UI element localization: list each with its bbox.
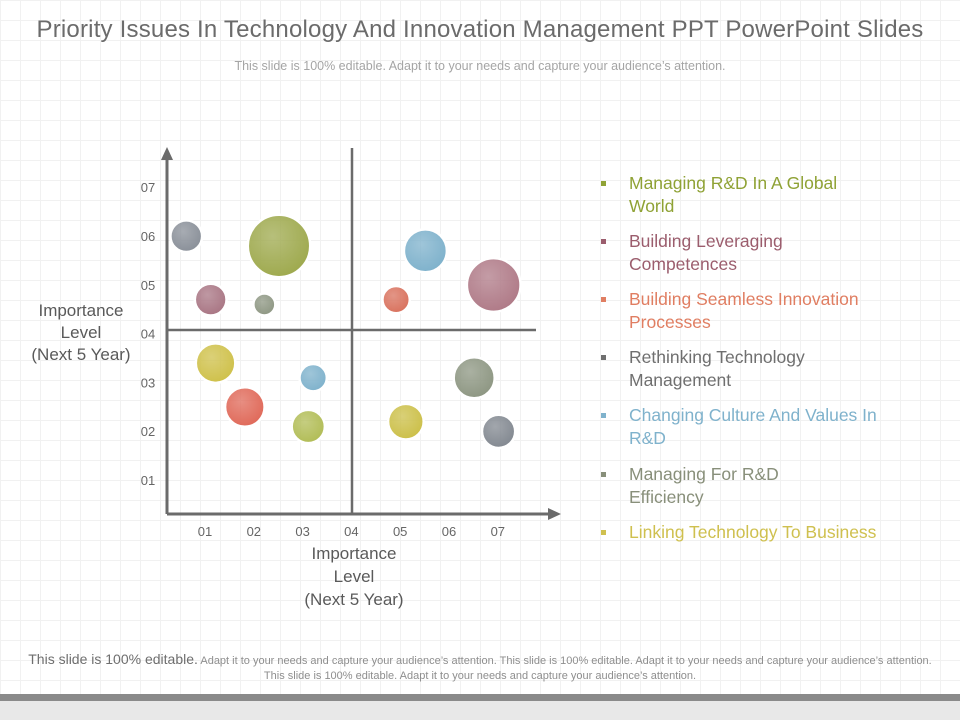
footer-text: Adapt it to your needs and capture your … <box>200 655 932 682</box>
slide-subtitle: This slide is 100% editable. Adapt it to… <box>234 59 726 73</box>
legend-bullet-icon <box>601 239 606 244</box>
legend-item: Changing Culture And Values In R&D <box>598 404 918 450</box>
x-tick-label: 06 <box>442 524 456 539</box>
legend-label-line: Processes <box>629 312 711 332</box>
legend-label-line: Rethinking Technology <box>629 347 805 367</box>
legend-label-line: Linking Technology To Business <box>629 522 877 542</box>
x-tick-label: 03 <box>295 524 309 539</box>
legend-label-line: R&D <box>629 428 666 448</box>
x-tick-label: 04 <box>344 524 358 539</box>
legend-bullet-icon <box>601 355 606 360</box>
footer-note: This slide is 100% editable. Adapt it to… <box>28 652 932 684</box>
bubble-point <box>381 284 412 315</box>
bubble-point <box>465 256 522 314</box>
legend-item: Building Leveraging Competences <box>598 230 918 276</box>
legend-label-line: Efficiency <box>629 487 704 507</box>
legend: Managing R&D In A Global World Building Le… <box>598 172 918 544</box>
bubble-point <box>252 292 277 317</box>
x-tick-label: 02 <box>247 524 261 539</box>
y-tick-label: 04 <box>141 327 155 342</box>
legend-label-line: World <box>629 196 675 216</box>
x-tick-label: 01 <box>198 524 212 539</box>
bottom-band <box>0 694 960 720</box>
y-axis-label-line: (Next 5 Year) <box>31 345 131 364</box>
bubble-point <box>246 213 312 279</box>
x-tick-label: 07 <box>491 524 505 539</box>
legend-bullet-icon <box>601 413 606 418</box>
x-axis-label-line: Level <box>333 567 375 586</box>
x-axis-arrow <box>548 508 561 520</box>
legend-item: Rethinking Technology Management <box>598 346 918 392</box>
bubble-point <box>193 282 228 317</box>
legend-label-line: Changing Culture And Values In <box>629 405 877 425</box>
legend-bullet-icon <box>601 472 606 477</box>
y-tick-label: 06 <box>141 229 155 244</box>
footer-lead: This slide is 100% editable. <box>28 651 198 667</box>
bubble-point <box>386 402 425 441</box>
legend-label-line: Competences <box>629 254 737 274</box>
legend-bullet-icon <box>601 181 606 186</box>
bubble-point <box>480 413 517 450</box>
bubble-point <box>223 385 266 429</box>
legend-label-line: Managing For R&D <box>629 464 779 484</box>
legend-item: Linking Technology To Business <box>598 521 918 544</box>
legend-item: Managing R&D In A Global World <box>598 172 918 218</box>
legend-item: Building Seamless Innovation Processes <box>598 288 918 334</box>
x-tick-label: 05 <box>393 524 407 539</box>
x-axis-label-line: Importance <box>311 544 397 563</box>
legend-bullet-icon <box>601 530 606 535</box>
legend-bullet-icon <box>601 297 606 302</box>
x-axis-label-line: (Next 5 Year) <box>304 590 404 609</box>
bubble-point <box>290 408 327 445</box>
bubble-point <box>169 219 204 254</box>
y-tick-label: 02 <box>141 424 155 439</box>
y-tick-label: 07 <box>141 180 155 195</box>
legend-label-line: Building Seamless Innovation <box>629 289 859 309</box>
bubble-point <box>194 342 237 385</box>
y-axis-arrow <box>161 147 173 160</box>
bubble-point <box>402 228 449 274</box>
legend-item: Managing For R&D Efficiency <box>598 463 918 509</box>
slide-title: Priority Issues In Technology And Innova… <box>36 16 924 43</box>
bubble-point <box>298 362 329 393</box>
y-tick-label: 05 <box>141 278 155 293</box>
legend-label-line: Managing R&D In A Global <box>629 173 838 193</box>
x-axis-label: Importance Level (Next 5 Year) <box>292 542 416 611</box>
y-axis-label-line: Importance <box>38 301 124 320</box>
y-axis-label: Importance Level (Next 5 Year) <box>22 300 140 366</box>
bubble-point <box>452 355 496 400</box>
y-tick-label: 03 <box>141 375 155 390</box>
y-axis-label-line: Level <box>60 323 102 342</box>
legend-label-line: Building Leveraging <box>629 231 783 251</box>
legend-label-line: Management <box>629 370 732 390</box>
y-tick-label: 01 <box>141 473 155 488</box>
